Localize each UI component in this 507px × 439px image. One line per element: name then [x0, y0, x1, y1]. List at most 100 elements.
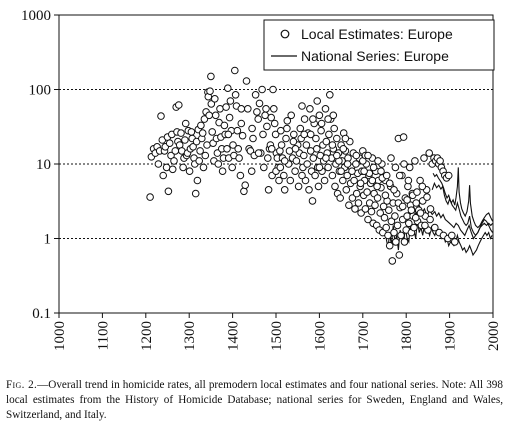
local-estimate-point [395, 171, 404, 180]
local-estimate-point [423, 193, 431, 201]
local-estimate-point [373, 194, 382, 202]
local-estimate-point [248, 124, 256, 133]
local-estimate-point [306, 105, 314, 113]
local-estimate-point [411, 213, 420, 222]
local-estimate-point [237, 119, 246, 128]
local-estimate-point [420, 154, 428, 162]
local-estimate-point [211, 95, 219, 103]
local-estimate-point [444, 171, 453, 180]
local-estimate-point [216, 105, 224, 113]
axes: 0.1 1 10 100 1000 1000 1100 1200 1300 1400 1500 160… [21, 8, 502, 351]
local-estimate-point [350, 176, 358, 185]
local-estimate-point [326, 91, 334, 99]
local-estimate-point [270, 119, 279, 128]
local-estimate-point [289, 137, 298, 146]
legend-marker-local [280, 29, 290, 39]
local-estimate-point [305, 186, 313, 194]
local-estimate-point [341, 134, 350, 143]
local-estimate-point [271, 130, 280, 139]
local-estimate-point [287, 111, 296, 120]
local-estimate-point [387, 217, 396, 226]
local-estimate-point [191, 189, 200, 198]
local-estimate-point [189, 143, 197, 151]
plot-area [146, 66, 494, 265]
x-tick-label: 1200 [139, 321, 155, 351]
local-estimate-point [391, 163, 400, 172]
local-estimate-point [352, 151, 361, 160]
local-estimate-point [296, 124, 305, 133]
local-estimate-point [301, 176, 310, 185]
local-estimate-point [277, 141, 286, 149]
local-estimate-point [291, 167, 299, 175]
local-estimate-point [264, 186, 273, 194]
caption-text: —Overall trend in homicide rates, all pr… [6, 379, 503, 421]
local-estimate-point [187, 128, 196, 136]
local-estimate-point [384, 231, 392, 240]
local-estimate-point [206, 87, 214, 95]
local-estimate-point [280, 157, 289, 165]
local-estimate-point [361, 205, 370, 213]
local-estimate-point [364, 151, 372, 160]
local-estimate-point [233, 126, 242, 135]
local-estimate-point [313, 97, 322, 105]
local-estimate-point [162, 163, 171, 172]
local-estimate-point [286, 176, 295, 185]
local-estimate-point [342, 186, 351, 194]
local-estimate-point [302, 141, 311, 149]
local-estimate-point [267, 113, 276, 122]
local-estimate-point [412, 199, 421, 207]
local-estimate-point [193, 176, 202, 185]
local-estimate-point [391, 212, 399, 220]
local-estimate-point [181, 136, 189, 144]
local-estimate-point [300, 151, 308, 160]
local-estimate-point [260, 163, 268, 172]
local-estimate-point [177, 129, 185, 137]
local-estimate-point [381, 191, 390, 200]
local-estimate-point [436, 157, 444, 165]
local-estimate-point [376, 209, 385, 217]
local-estimate-point [213, 149, 222, 157]
x-tick-label: 1400 [226, 321, 242, 351]
local-estimate-point [431, 223, 439, 232]
local-estimate-point [411, 157, 419, 165]
local-estimate-point [199, 163, 208, 172]
local-estimate-point [387, 154, 395, 162]
local-estimate-point [315, 111, 324, 120]
local-estimate-point [385, 179, 394, 188]
local-estimate-point [237, 105, 246, 113]
local-estimate-point [371, 201, 379, 209]
local-estimate-point [300, 115, 309, 123]
local-estimate-point [345, 201, 353, 209]
local-estimate-point [306, 130, 315, 139]
local-estimate-point [400, 238, 409, 246]
x-tick-label: 2000 [486, 321, 502, 351]
local-estimate-point [413, 188, 421, 196]
legend: Local Estimates: Europe National Series:… [263, 19, 495, 71]
local-estimate-point [392, 238, 400, 246]
local-estimate-point [249, 134, 257, 143]
local-estimate-point [298, 102, 306, 110]
local-estimate-point [223, 145, 231, 153]
local-estimate-point [225, 113, 234, 122]
local-estimate-point [322, 137, 331, 146]
local-estimate-point [309, 115, 317, 123]
local-estimate-point [321, 105, 330, 113]
local-estimate-point [373, 182, 381, 191]
local-estimate-point [276, 163, 285, 172]
local-estimate-point [395, 251, 404, 259]
local-estimate-point [385, 206, 393, 214]
local-estimate-point [164, 187, 173, 196]
y-tick-label: 0.1 [32, 306, 51, 322]
local-estimate-point [197, 121, 205, 130]
local-estimate-point [291, 145, 300, 153]
local-estimate-point [165, 139, 174, 147]
local-estimate-point [377, 167, 385, 175]
local-estimate-point [337, 167, 345, 175]
local-estimate-point [254, 115, 263, 123]
local-estimate-point [374, 157, 382, 165]
x-tick-label: 1300 [182, 321, 198, 351]
local-estimate-point [236, 171, 245, 180]
x-tick-label: 1100 [95, 321, 111, 350]
local-estimate-point [397, 231, 405, 240]
local-estimate-point [146, 193, 154, 201]
